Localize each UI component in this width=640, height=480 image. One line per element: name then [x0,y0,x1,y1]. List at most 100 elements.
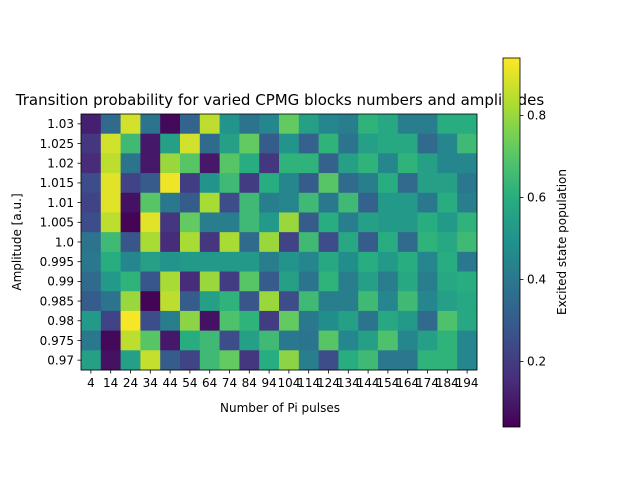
heatmap-cell [378,212,399,233]
heatmap-cell [338,330,359,351]
heatmap-cell [180,133,201,154]
heatmap-cell [180,350,201,371]
heatmap-cell [338,232,359,253]
heatmap-cell [298,350,319,371]
heatmap-cell [180,232,201,253]
heatmap-cell [437,232,458,253]
heatmap-cell [378,192,399,213]
heatmap-cell [397,173,418,194]
heatmap-cell [417,192,438,213]
heatmap-cell [199,133,220,154]
heatmap-cell [298,310,319,332]
heatmap-cell [140,232,161,253]
heatmap-cell [239,310,260,332]
x-tick-label: 94 [261,376,276,390]
heatmap-cell [120,153,141,174]
heatmap-cell [140,114,161,135]
x-tick-label: 24 [123,376,138,390]
heatmap-cell [397,350,418,371]
heatmap-cell [239,251,260,272]
x-tick-label: 114 [297,376,320,390]
heatmap-cell [180,173,201,194]
heatmap-cell [81,310,102,332]
heatmap-cell [397,212,418,233]
heatmap-cell [338,310,359,332]
heatmap-cell [140,251,161,272]
heatmap-cell [397,232,418,253]
heatmap-cell [298,232,319,253]
heatmap-cell [358,173,379,194]
colorbar-tick-label: 0.8 [527,109,546,123]
heatmap-cell [140,153,161,174]
heatmap-cell [160,251,181,272]
y-tick-label: 0.97 [47,353,74,367]
heatmap-cell [219,251,240,272]
heatmap-cell [120,251,141,272]
heatmap-cell [457,173,478,194]
heatmap-cell [180,153,201,174]
heatmap-cell [120,271,141,292]
heatmap-cell [120,291,141,312]
heatmap-cell [397,291,418,312]
heatmap-cell [338,271,359,292]
heatmap-cell [437,271,458,292]
heatmap-cell [378,153,399,174]
heatmap-cell [318,291,339,312]
y-tick-label: 1.01 [47,196,74,210]
heatmap-cell [457,192,478,213]
colorbar [502,57,521,428]
heatmap-cell [457,232,478,253]
heatmap-cell [100,251,121,272]
heatmap-cell [239,232,260,253]
colorbar-tick-label: 0.4 [527,273,546,287]
heatmap-cell [437,153,458,174]
heatmap-cell [338,350,359,371]
heatmap-cell [279,350,300,371]
heatmap-cell [120,330,141,351]
heatmap-cell [160,350,181,371]
x-tick-label: 44 [162,376,177,390]
heatmap-cell [199,212,220,233]
y-tick-label: 1.015 [40,176,74,190]
heatmap-cell [417,173,438,194]
heatmap-cell [279,271,300,292]
x-tick-label: 84 [242,376,257,390]
x-tick-label: 34 [143,376,158,390]
heatmap-cell [219,232,240,253]
heatmap-cell [219,291,240,312]
heatmap-cell [318,330,339,351]
heatmap-cell [239,350,260,371]
heatmap-cell [100,291,121,312]
heatmap-cell [81,350,102,371]
heatmap-cell [219,192,240,213]
heatmap-cell [437,133,458,154]
heatmap-cell [219,330,240,351]
heatmap-cell [180,114,201,135]
y-tick-label: 0.98 [47,314,74,328]
y-tick-label: 0.99 [47,275,74,289]
heatmap-cell [160,310,181,332]
heatmap-cell [397,133,418,154]
heatmap-cell [338,114,359,135]
heatmap-cell [298,251,319,272]
heatmap-cell [81,291,102,312]
heatmap-cell [298,330,319,351]
heatmap-cell [180,212,201,233]
x-tick-label: 14 [103,376,118,390]
heatmap-cell [338,173,359,194]
x-tick-label: 184 [436,376,459,390]
heatmap-cell [259,153,280,174]
heatmap-cell [199,310,220,332]
heatmap-cell [298,291,319,312]
heatmap-cell [457,310,478,332]
heatmap-cell [298,271,319,292]
heatmap-cell [378,173,399,194]
heatmap-cell [457,291,478,312]
heatmap-cell [279,173,300,194]
y-tick-label: 1.0 [55,235,74,249]
heatmap-cell [239,173,260,194]
heatmap-cell [338,133,359,154]
heatmap-cell [199,291,220,312]
x-tick-label: 134 [337,376,360,390]
